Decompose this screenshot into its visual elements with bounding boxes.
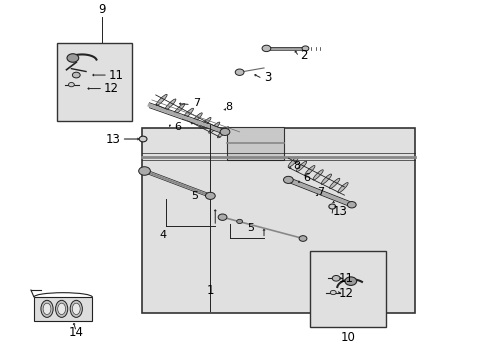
Text: 2: 2 [300, 49, 307, 62]
Circle shape [236, 219, 242, 224]
Text: 3: 3 [264, 71, 271, 84]
Circle shape [328, 204, 335, 209]
Text: 5: 5 [246, 223, 253, 233]
Circle shape [139, 167, 150, 175]
Circle shape [139, 136, 147, 142]
Ellipse shape [191, 113, 202, 124]
Ellipse shape [329, 178, 339, 189]
Ellipse shape [58, 303, 65, 315]
Bar [227, 127, 283, 160]
Text: 5: 5 [190, 191, 198, 201]
Text: 11: 11 [338, 272, 353, 285]
Text: 4: 4 [159, 230, 166, 240]
Ellipse shape [43, 303, 51, 315]
Ellipse shape [296, 161, 306, 171]
Text: 12: 12 [104, 82, 119, 95]
Ellipse shape [182, 108, 193, 120]
Text: 6: 6 [173, 122, 181, 131]
Circle shape [218, 214, 226, 220]
Text: 7: 7 [193, 99, 200, 108]
Bar [34, 297, 92, 321]
Ellipse shape [321, 174, 331, 184]
Bar [310, 251, 385, 327]
Text: 9: 9 [98, 4, 105, 17]
Ellipse shape [200, 117, 211, 129]
Circle shape [330, 291, 335, 294]
Ellipse shape [72, 303, 80, 315]
Ellipse shape [173, 104, 184, 115]
Circle shape [220, 129, 229, 135]
Circle shape [299, 236, 306, 241]
Ellipse shape [164, 99, 176, 110]
Circle shape [72, 72, 80, 78]
Ellipse shape [287, 157, 298, 167]
Ellipse shape [217, 127, 228, 138]
Circle shape [344, 277, 356, 285]
Text: 7: 7 [316, 187, 323, 197]
Circle shape [331, 275, 339, 281]
Circle shape [346, 202, 355, 208]
Bar [142, 129, 414, 313]
Text: 6: 6 [303, 173, 309, 183]
Ellipse shape [70, 300, 82, 318]
Circle shape [67, 54, 79, 62]
Ellipse shape [312, 170, 323, 180]
Ellipse shape [41, 300, 53, 318]
Circle shape [235, 69, 244, 75]
Text: 10: 10 [340, 332, 355, 345]
Text: 12: 12 [338, 287, 353, 300]
Circle shape [205, 192, 215, 199]
Ellipse shape [337, 183, 347, 193]
Text: 8: 8 [224, 102, 232, 112]
Text: 1: 1 [206, 284, 214, 297]
Circle shape [283, 176, 293, 184]
Bar [57, 43, 132, 121]
Text: 13: 13 [105, 132, 120, 145]
Ellipse shape [304, 166, 314, 176]
Ellipse shape [156, 94, 167, 105]
Text: 14: 14 [69, 326, 83, 339]
Circle shape [68, 82, 74, 87]
Circle shape [262, 45, 270, 51]
Ellipse shape [208, 122, 220, 133]
Text: 11: 11 [109, 68, 123, 82]
Ellipse shape [56, 300, 68, 318]
Text: 13: 13 [331, 205, 346, 219]
Circle shape [302, 46, 308, 51]
Text: 8: 8 [293, 161, 300, 171]
